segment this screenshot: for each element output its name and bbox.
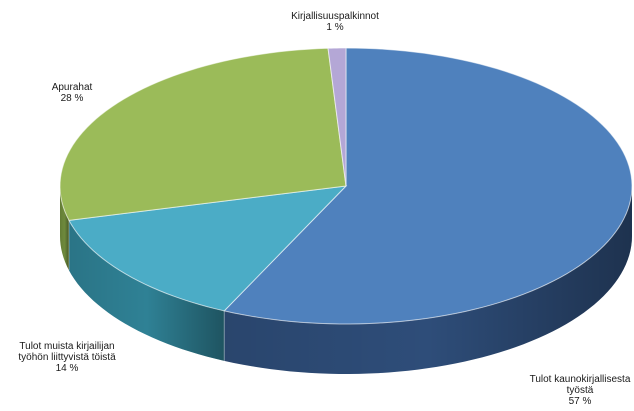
slice-label-line-0-0: Tulot kaunokirjallisesta	[530, 374, 631, 385]
slice-label-line-1-0: Tulot muista kirjailijan	[19, 341, 114, 352]
slice-label-line-2-0: Apurahat	[52, 82, 93, 93]
slice-value-0: 57 %	[569, 396, 592, 407]
pie-slice-1	[68, 185, 348, 312]
slice-value-1: 14 %	[56, 363, 79, 374]
slice-label-line-3-0: Kirjallisuuspalkinnot	[291, 11, 379, 22]
pie-sides	[60, 186, 633, 374]
pie-side-shade-2	[60, 186, 69, 271]
slice-label-line-0-1: työstä	[567, 385, 594, 396]
pie-slice-0	[223, 47, 633, 325]
pie-side-shade-1	[68, 220, 225, 361]
pie-side-shade-0	[224, 186, 633, 374]
slice-value-2: 28 %	[61, 93, 84, 104]
slice-label-line-1-1: työhön liittyvistä töistä	[18, 352, 116, 363]
slice-value-3: 1 %	[326, 22, 343, 33]
pie-slice-3	[327, 47, 347, 187]
pie-slice-2	[59, 47, 347, 221]
pie-top	[59, 47, 633, 325]
